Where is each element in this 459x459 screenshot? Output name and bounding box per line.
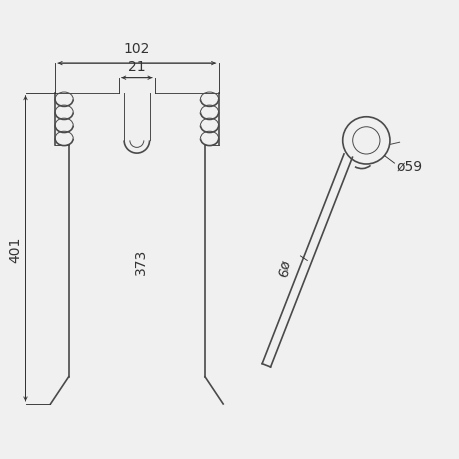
Text: ø9: ø9 <box>272 257 291 278</box>
Text: 373: 373 <box>134 248 148 274</box>
Text: 102: 102 <box>123 42 150 56</box>
Text: 401: 401 <box>8 235 22 262</box>
Text: 21: 21 <box>128 60 146 74</box>
Text: ø59: ø59 <box>396 159 422 173</box>
